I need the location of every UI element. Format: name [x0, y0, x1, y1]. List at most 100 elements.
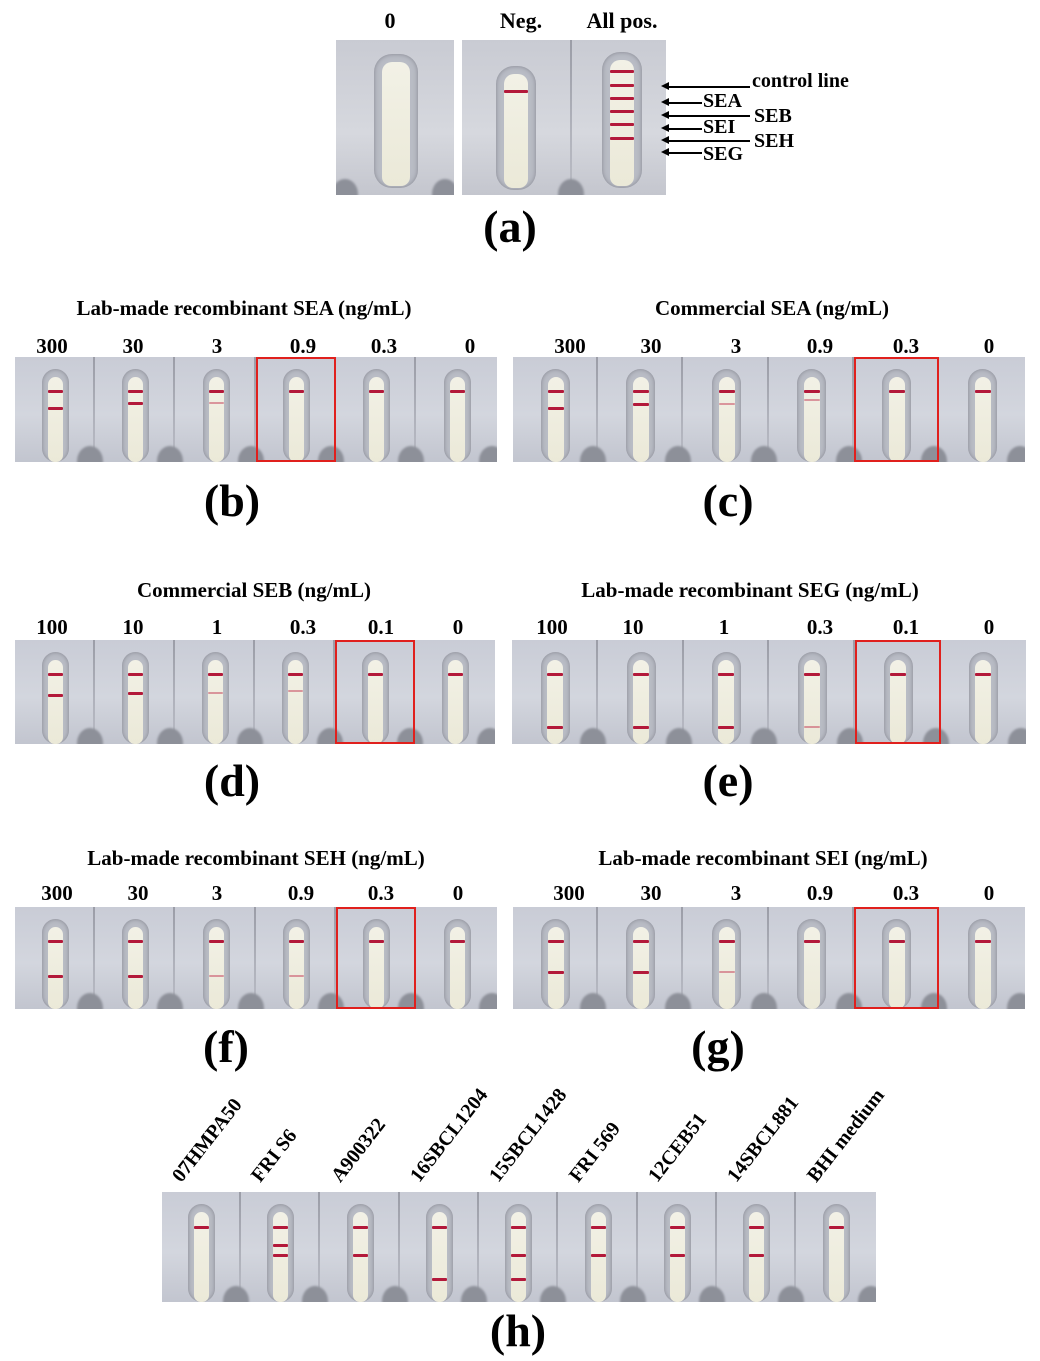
cassette [321, 1192, 408, 1302]
cassette [513, 907, 606, 1009]
seg-annotation: SEG [703, 143, 744, 165]
panel-g-letter: (g) [691, 1021, 745, 1072]
detection-limit-highlight [855, 640, 941, 744]
concentration-label: 0 [452, 881, 464, 905]
cassette [400, 1192, 487, 1302]
control-band [209, 390, 224, 393]
concentration-label: 0.3 [806, 615, 834, 639]
test-strip [353, 1212, 368, 1302]
test-band [353, 1254, 368, 1257]
concentration-label: 3 [730, 334, 742, 358]
concentration-label: 300 [554, 334, 586, 358]
test-strip [548, 927, 564, 1009]
cassette [598, 907, 691, 1009]
cassette [684, 357, 777, 462]
concentration-label: 0 [464, 334, 476, 358]
control-band [48, 673, 63, 676]
cassette [683, 640, 777, 744]
control-band [975, 940, 991, 943]
seg-arrow [661, 149, 702, 155]
panel-d-title: Commercial SEB (ng/mL) [136, 578, 372, 602]
panel-f-title: Lab-made recombinant SEH (ng/mL) [87, 846, 425, 870]
control-band [975, 390, 991, 393]
cassette-negative [462, 40, 584, 195]
control-band [804, 673, 820, 676]
control-band [749, 1226, 764, 1229]
seh-band [610, 123, 634, 126]
panel-a-label-allpos: All pos. [586, 8, 658, 33]
control-band [289, 940, 304, 943]
panel-d-letter: (d) [203, 755, 261, 806]
sample-label: FRI 569 [564, 1118, 625, 1187]
concentration-label: 100 [36, 615, 68, 639]
faint-test-band [208, 692, 223, 694]
test-strip [128, 660, 143, 744]
test-strip [209, 927, 224, 1009]
sample-label: A900322 [326, 1114, 391, 1187]
concentration-label: 10 [122, 615, 144, 639]
concentration-label: 0.3 [370, 334, 398, 358]
cassette-all-positive [572, 40, 666, 195]
test-strip [369, 377, 384, 462]
test-strip [548, 377, 564, 462]
faint-test-band [719, 971, 735, 973]
control-band [889, 940, 905, 943]
panel-a-label-zero: 0 [384, 8, 396, 33]
test-band [273, 1254, 288, 1257]
concentration-label: 1 [718, 615, 730, 639]
concentration-label: 1 [211, 615, 223, 639]
cassette [598, 640, 692, 744]
panel-e-title: Lab-made recombinant SEG (ng/mL) [581, 578, 919, 602]
cassette [176, 357, 264, 462]
seb-arrow [661, 112, 750, 118]
panel-g-photo [513, 907, 1025, 1009]
concentration-label: 0.9 [289, 334, 317, 358]
cassette [176, 907, 264, 1009]
test-strip [289, 377, 304, 462]
cassette [940, 357, 1025, 462]
control-band [633, 673, 649, 676]
cassette [940, 907, 1025, 1009]
control-band [432, 1226, 447, 1229]
test-band [670, 1254, 685, 1257]
concentration-label: 0 [983, 881, 995, 905]
faint-test-band [288, 690, 303, 692]
control-band [128, 673, 143, 676]
test-strip [633, 660, 649, 744]
cassette [15, 357, 103, 462]
panel-a-label-neg: Neg. [499, 8, 543, 33]
control-band [804, 390, 820, 393]
test-strip [633, 377, 649, 462]
test-strip [504, 74, 528, 188]
faint-test-band [719, 403, 735, 405]
test-band [633, 971, 649, 974]
test-band [128, 975, 143, 978]
test-strip [718, 660, 734, 744]
test-band [48, 694, 63, 697]
cassette [855, 640, 949, 744]
control-band [804, 940, 820, 943]
concentration-label: 3 [211, 881, 223, 905]
test-strip [633, 927, 649, 1009]
sea-arrow [661, 99, 702, 105]
test-strip [670, 1212, 685, 1302]
concentration-label: 0.9 [806, 334, 834, 358]
panel-h-photo [162, 1192, 876, 1302]
concentration-label: 300 [36, 334, 68, 358]
test-strip [890, 660, 906, 744]
control-band [719, 940, 735, 943]
detection-limit-highlight [854, 907, 939, 1009]
cassette [15, 640, 103, 744]
control-band [209, 940, 224, 943]
test-strip [48, 377, 63, 462]
cassette [717, 1192, 804, 1302]
cassette [15, 907, 103, 1009]
concentration-label: 0.3 [289, 615, 317, 639]
panel-b-photo [15, 357, 497, 462]
concentration-label: 300 [41, 881, 73, 905]
control-band [194, 1226, 209, 1229]
concentration-label: 30 [127, 881, 149, 905]
panel-a-photo-results [462, 40, 666, 195]
sei-band [610, 110, 634, 113]
cassette [684, 907, 777, 1009]
